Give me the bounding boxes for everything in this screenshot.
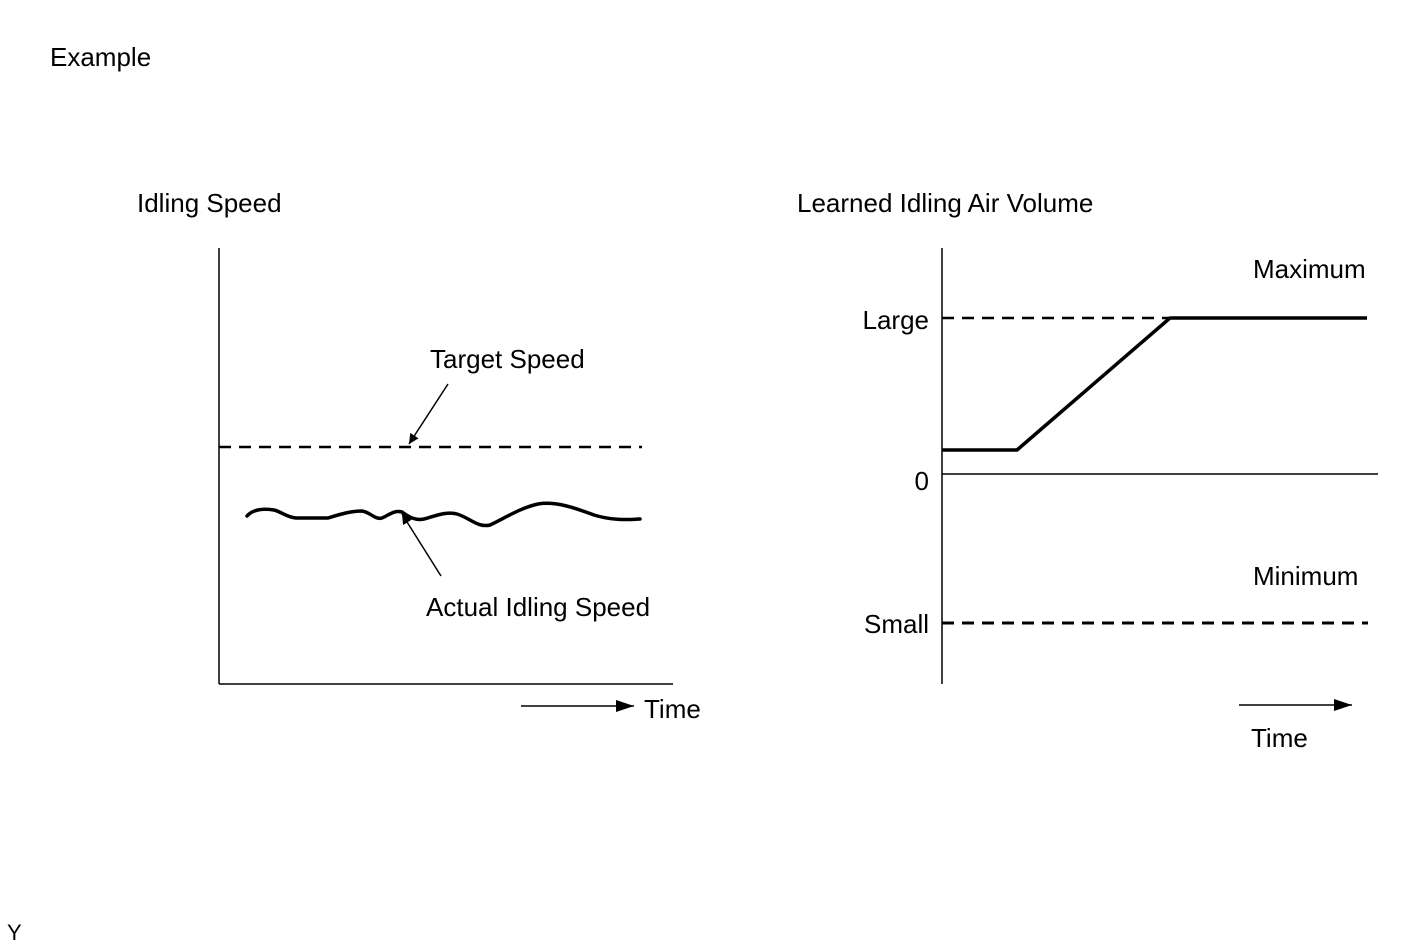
y-tick-label-large: Large <box>863 305 930 335</box>
y-tick-label-zero: 0 <box>915 466 929 496</box>
series-actual-idling-speed <box>245 501 642 528</box>
x-axis-label: Time <box>1251 723 1308 753</box>
callout-arrow-target <box>408 383 449 445</box>
annotation-minimum: Minimum <box>1253 561 1358 591</box>
label-target-speed: Target Speed <box>430 344 585 374</box>
figure-code: Y <box>7 920 22 945</box>
chart-title: Idling Speed <box>137 188 282 218</box>
x-axis-label: Time <box>644 694 701 724</box>
y-tick-label-small: Small <box>864 609 929 639</box>
header-title: Example <box>50 42 151 72</box>
series-learned-value <box>942 316 1367 452</box>
chart-title: Learned Idling Air Volume <box>797 188 1093 218</box>
chart-learned-idling-air-volume: Learned Idling Air Volume Large 0 Small … <box>797 188 1378 753</box>
callout-arrow-actual <box>401 513 442 577</box>
annotation-maximum: Maximum <box>1253 254 1366 284</box>
chart-idling-speed: Idling Speed Target Speed Actual Idling … <box>137 188 701 724</box>
label-actual-idling-speed: Actual Idling Speed <box>426 592 650 622</box>
